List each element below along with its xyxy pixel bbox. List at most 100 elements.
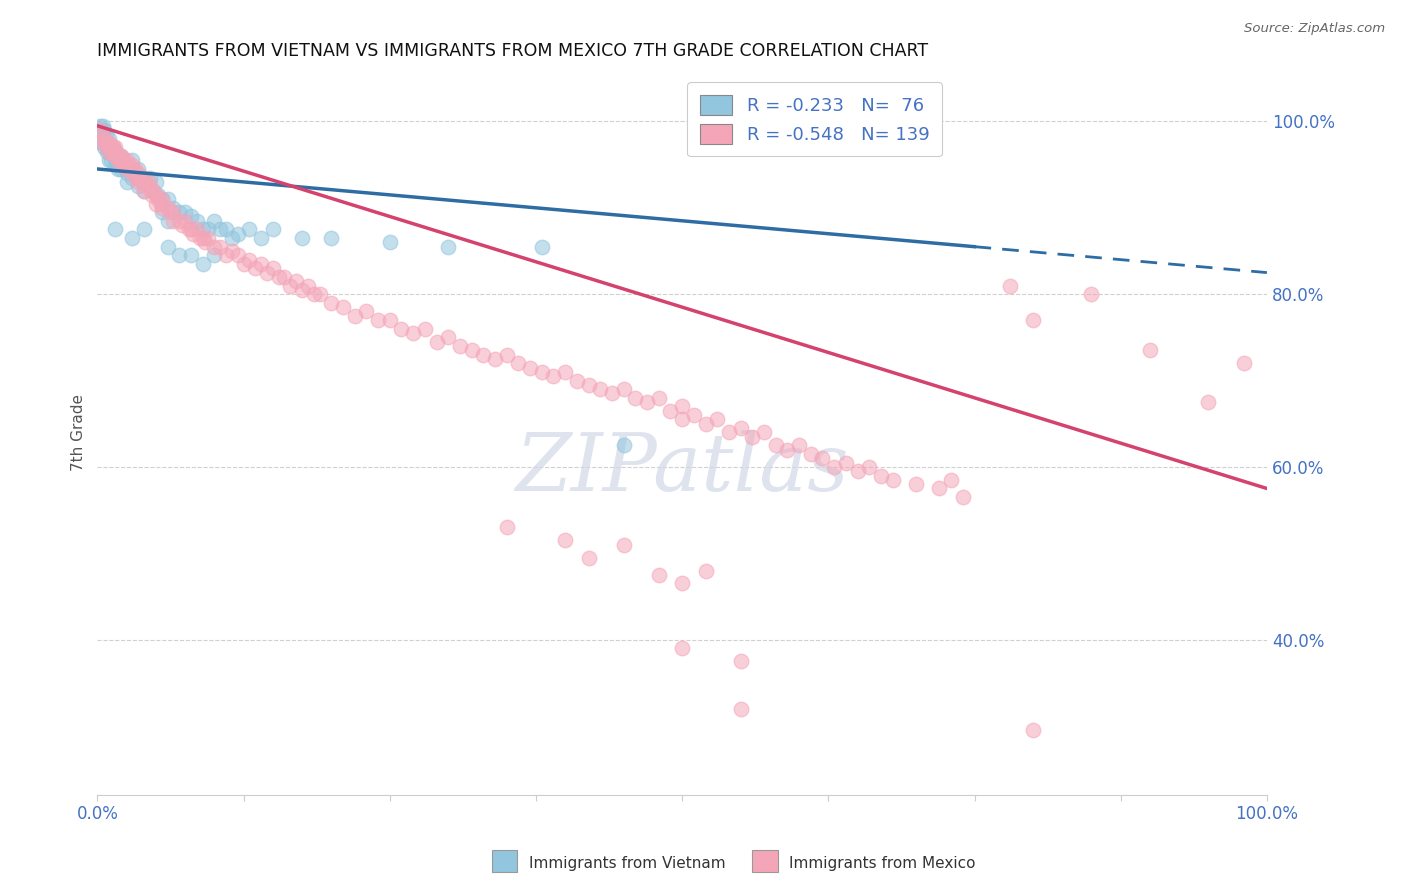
Point [321,231,343,245]
Point [1139,343,1161,358]
Point [127,161,149,176]
Point [600,386,623,401]
Point [162,214,184,228]
Point [110,149,132,163]
Point [191,231,214,245]
Point [1022,313,1045,327]
Point [332,300,354,314]
Point [197,231,219,245]
Point [648,567,671,582]
Point [101,140,124,154]
Point [682,408,704,422]
Point [91,128,114,142]
Point [112,158,135,172]
Point [578,550,600,565]
Point [765,438,787,452]
Point [162,201,184,215]
Point [823,459,845,474]
Point [460,343,482,358]
Point [356,304,378,318]
Point [94,136,117,150]
Point [613,438,636,452]
Point [273,269,295,284]
Point [215,222,238,236]
Point [97,136,120,150]
Point [928,482,950,496]
Point [146,187,169,202]
Point [156,240,179,254]
Point [998,278,1021,293]
Point [495,520,517,534]
Point [181,227,204,241]
Point [139,170,162,185]
Point [134,170,156,185]
Point [90,123,112,137]
Point [124,161,146,176]
Point [870,468,893,483]
Point [554,533,576,548]
Point [135,179,157,194]
Point [96,136,118,150]
Point [98,145,121,159]
Point [905,477,928,491]
Point [730,654,752,668]
Point [97,140,120,154]
Point [267,269,290,284]
Point [238,222,260,236]
Point [939,473,962,487]
Point [129,170,152,185]
Point [297,278,319,293]
Point [776,442,799,457]
Point [425,334,447,349]
Point [256,266,278,280]
Point [648,391,671,405]
Point [115,166,138,180]
Point [1022,723,1045,738]
Point [105,149,128,163]
Point [197,222,219,236]
Point [519,360,541,375]
Point [508,356,530,370]
Point [127,175,149,189]
Point [108,153,131,168]
Point [104,149,127,163]
Point [110,149,132,163]
Point [671,412,693,426]
Point [291,231,314,245]
Point [191,222,214,236]
Point [91,136,114,150]
Point [238,252,260,267]
Point [1232,356,1254,370]
Point [139,179,162,194]
Point [209,240,232,254]
Point [150,192,173,206]
Point [145,196,167,211]
Point [291,283,314,297]
Point [402,326,425,340]
Point [91,119,114,133]
Point [1080,287,1102,301]
Point [191,257,214,271]
Point [142,184,165,198]
Point [96,140,118,154]
Text: Source: ZipAtlas.com: Source: ZipAtlas.com [1244,22,1385,36]
Point [391,322,413,336]
Point [671,641,693,656]
Point [131,175,153,189]
Point [93,123,115,137]
Point [730,702,752,716]
Point [156,201,179,215]
Point [167,205,190,219]
Point [695,564,717,578]
Point [121,158,143,172]
Text: IMMIGRANTS FROM VIETNAM VS IMMIGRANTS FROM MEXICO 7TH GRADE CORRELATION CHART: IMMIGRANTS FROM VIETNAM VS IMMIGRANTS FR… [97,42,928,60]
Point [245,261,267,276]
Point [811,451,834,466]
Point [221,244,243,258]
Point [103,145,125,159]
Point [174,205,197,219]
Point [127,179,149,194]
Point [209,222,232,236]
Point [180,222,202,236]
Point [449,339,471,353]
